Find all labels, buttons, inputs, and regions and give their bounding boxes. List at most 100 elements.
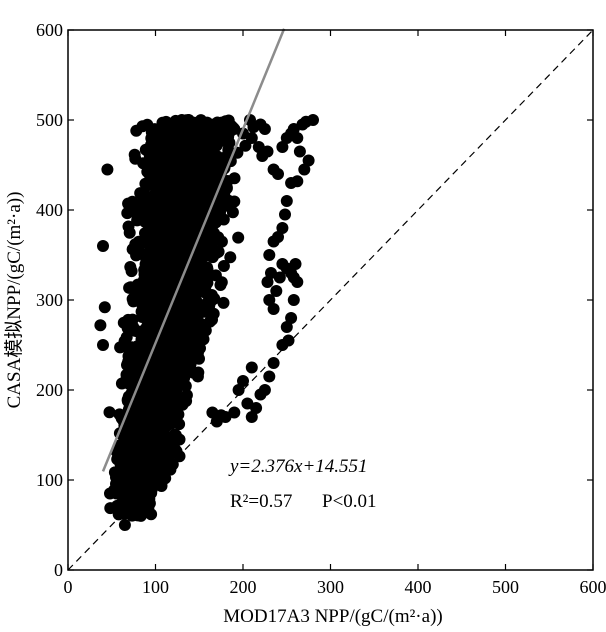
scatter-point <box>147 259 160 272</box>
x-tick-label: 300 <box>317 577 344 597</box>
scatter-point <box>146 158 159 171</box>
scatter-point <box>245 132 258 144</box>
scatter-point <box>168 416 181 429</box>
scatter-point <box>183 202 196 215</box>
scatter-point <box>245 411 258 423</box>
scatter-points <box>94 114 319 531</box>
scatter-point <box>168 436 181 449</box>
scatter-point <box>276 222 289 234</box>
scatter-point <box>232 231 245 244</box>
scatter-point <box>163 355 176 368</box>
y-tick-label: 500 <box>36 110 63 130</box>
scatter-point <box>267 357 280 369</box>
scatter-point <box>124 281 137 294</box>
y-tick-label: 200 <box>36 380 63 400</box>
scatter-point <box>126 313 139 326</box>
scatter-point <box>134 351 147 364</box>
scatter-point <box>237 375 249 387</box>
scatter-point <box>184 233 197 245</box>
scatter-point <box>143 314 156 327</box>
scatter-point <box>120 422 133 435</box>
scatter-point <box>175 114 188 126</box>
scatter-point <box>168 129 181 142</box>
scatter-point <box>196 271 209 284</box>
scatter-point <box>159 139 172 152</box>
scatter-point <box>179 245 192 258</box>
scatter-point <box>145 132 158 145</box>
scatter-point <box>149 211 162 224</box>
r-squared-label: R²=0.57 <box>230 491 292 512</box>
scatter-point <box>211 162 224 175</box>
scatter-point <box>263 370 276 383</box>
scatter-point <box>121 359 133 371</box>
scatter-point <box>185 140 198 153</box>
scatter-point <box>164 228 177 241</box>
scatter-point <box>172 213 185 226</box>
scatter-point <box>206 406 219 419</box>
regression-equation: y=2.376x+14.551 <box>228 456 368 477</box>
scatter-point <box>140 248 153 261</box>
scatter-point <box>267 235 280 248</box>
scatter-point <box>118 519 131 531</box>
scatter-point <box>280 195 293 207</box>
scatter-point <box>280 321 293 333</box>
scatter-point <box>293 145 306 158</box>
scatter-point <box>184 127 197 140</box>
scatter-point <box>158 429 171 442</box>
scatter-point <box>162 259 175 272</box>
scatter-point <box>127 479 140 492</box>
x-tick-label: 500 <box>492 577 519 597</box>
scatter-point <box>157 179 170 192</box>
scatter-point <box>181 187 194 200</box>
scatter-point <box>222 194 235 207</box>
scatter-point <box>191 286 204 299</box>
scatter-point <box>156 154 169 167</box>
scatter-point <box>210 132 223 145</box>
scatter-point <box>228 172 241 185</box>
scatter-point <box>153 168 166 181</box>
scatter-point <box>104 487 116 500</box>
scatter-point <box>97 339 109 351</box>
scatter-point <box>232 384 245 396</box>
scatter-point <box>172 178 185 191</box>
scatter-point <box>207 218 220 230</box>
scatter-point <box>287 294 300 306</box>
scatter-point <box>174 224 187 237</box>
one-to-one-line <box>67 29 594 571</box>
scatter-point <box>206 251 219 264</box>
scatter-point <box>144 178 157 191</box>
scatter-point <box>184 167 196 179</box>
y-tick-label: 0 <box>54 560 63 580</box>
scatter-point <box>263 249 276 261</box>
scatter-point <box>226 206 239 219</box>
scatter-point <box>193 331 206 344</box>
scatter-point <box>279 208 291 221</box>
scatter-point <box>188 341 201 354</box>
scatter-point <box>125 265 138 278</box>
scatter-point <box>98 301 111 314</box>
scatter-point <box>153 358 166 371</box>
y-tick-label: 600 <box>36 20 63 40</box>
scatter-point <box>125 341 138 354</box>
x-tick-label: 0 <box>64 577 73 597</box>
scatter-point <box>123 226 136 239</box>
y-tick-label: 300 <box>36 290 63 310</box>
y-tick-label: 400 <box>36 200 63 220</box>
chart-lines <box>67 28 594 571</box>
scatter-point <box>272 168 284 180</box>
scatter-point <box>170 162 183 174</box>
scatter-point <box>285 177 298 189</box>
scatter-point <box>156 345 169 358</box>
scatter-point <box>127 295 140 308</box>
scatter-point <box>215 118 228 131</box>
scatter-point <box>108 466 121 479</box>
scatter-point <box>157 469 170 482</box>
y-axis-title: CASA模拟NPP/(gC/(m²·a)) <box>3 192 25 409</box>
scatter-point <box>276 339 289 351</box>
scatter-point <box>97 240 109 252</box>
scatter-point <box>114 341 127 354</box>
scatter-point <box>291 276 304 288</box>
scatter-point <box>162 377 175 390</box>
scatter-point <box>159 189 172 202</box>
